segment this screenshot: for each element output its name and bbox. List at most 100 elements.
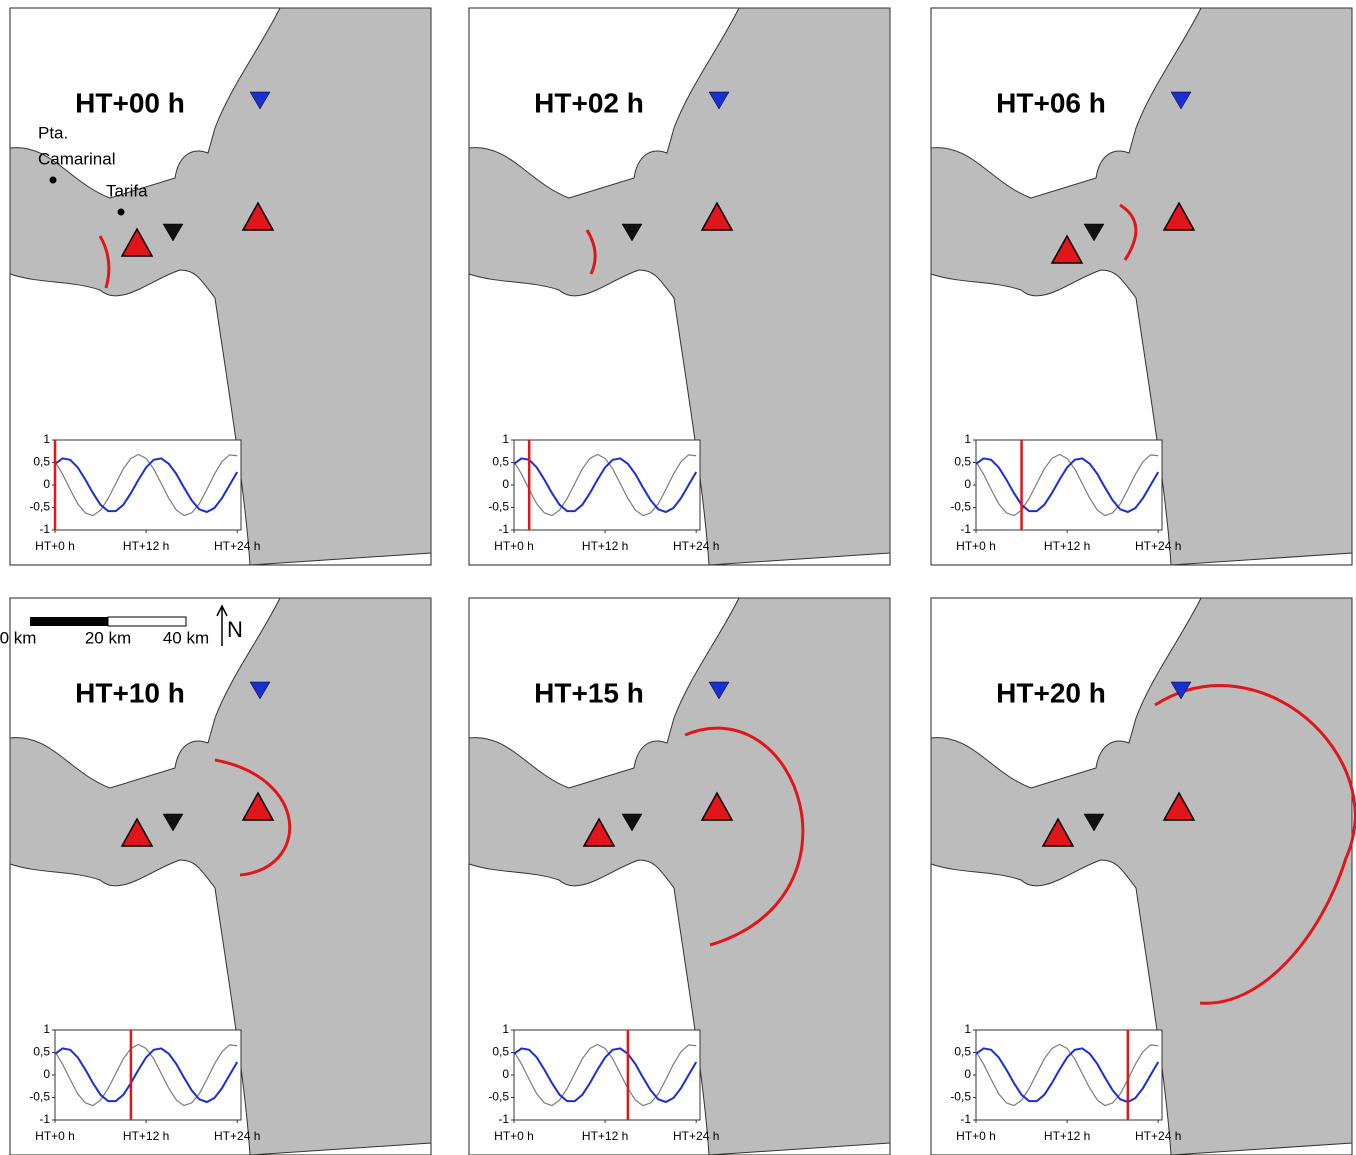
x-tick-label: HT+12 h: [1044, 1129, 1090, 1143]
panel-label: HT+20 h: [996, 677, 1106, 708]
x-tick-label: HT+12 h: [582, 1129, 628, 1143]
tide-line: [975, 457, 1160, 514]
sea-area: [468, 7, 891, 566]
y-tick-label: 0: [964, 1067, 971, 1081]
place-label: Tarifa: [106, 181, 148, 200]
y-tick-label: -1: [498, 1112, 509, 1126]
y-tick-label: 0,5: [492, 455, 509, 469]
x-tick-label: HT+0 h: [956, 539, 996, 553]
y-tick-label: 1: [964, 432, 971, 446]
y-tick-label: 0: [43, 1067, 50, 1081]
station-marker: [162, 223, 184, 242]
chart-frame: [975, 1029, 1163, 1121]
station-marker: [1170, 681, 1192, 700]
station-marker: [249, 681, 271, 700]
chart-frame: [513, 1029, 701, 1121]
station-marker: [1162, 201, 1196, 231]
map-panel: HT+10 h 1 0,5 0 -0,5 -1 HT+0 h HT+12 h HT+24 h 0 …: [0, 597, 432, 1155]
station-marker: [1083, 223, 1105, 242]
tide-line: [975, 453, 1159, 517]
y-tick-label: -0,5: [29, 1090, 50, 1104]
station-marker: [700, 791, 734, 821]
north-label: N: [227, 617, 243, 642]
x-tick-label: HT+12 h: [123, 539, 169, 553]
map-panel: HT+02 h 1 0,5 0 -0,5 -1 HT+0 h HT+12 h HT+24 h: [468, 7, 891, 566]
station-marker: [1050, 234, 1084, 264]
wave-front: [98, 235, 111, 289]
y-tick-label: 0,5: [954, 455, 971, 469]
station-marker: [241, 791, 275, 821]
station-marker: [1170, 91, 1192, 110]
y-tick-label: -0,5: [950, 1090, 971, 1104]
y-tick-label: 1: [502, 1022, 509, 1036]
panel-label: HT+10 h: [75, 677, 185, 708]
map-panel: HT+00 h 1 0,5 0 -0,5 -1 HT+0 h HT+12 h HT+24 h Pt…: [9, 7, 432, 566]
panel-label: HT+00 h: [75, 87, 185, 118]
x-tick-label: HT+24 h: [673, 539, 719, 553]
tide-line: [513, 1047, 698, 1104]
wave-front: [684, 726, 805, 947]
tide-chart: 1 0,5 0 -0,5 -1 HT+0 h HT+12 h HT+24 h: [950, 432, 1181, 553]
place-label: Camarinal: [38, 149, 115, 168]
station-marker: [621, 813, 643, 832]
x-tick-label: HT+12 h: [123, 1129, 169, 1143]
tide-chart: 1 0,5 0 -0,5 -1 HT+0 h HT+12 h HT+24 h: [29, 432, 260, 553]
y-tick-label: -0,5: [488, 1090, 509, 1104]
map-panel: HT+20 h 1 0,5 0 -0,5 -1 HT+0 h HT+12 h HT+24 h: [930, 597, 1356, 1155]
tide-line: [513, 1043, 697, 1107]
y-tick-label: 1: [964, 1022, 971, 1036]
tide-chart: 1 0,5 0 -0,5 -1 HT+0 h HT+12 h HT+24 h: [488, 1022, 719, 1143]
station-marker: [120, 817, 154, 847]
x-tick-label: HT+24 h: [1135, 539, 1181, 553]
panel-label: HT+02 h: [534, 87, 644, 118]
y-tick-label: -1: [39, 1112, 50, 1126]
tide-line: [54, 457, 239, 514]
x-tick-label: HT+24 h: [673, 1129, 719, 1143]
scale-bar: [107, 616, 187, 627]
tide-line: [54, 453, 238, 517]
y-tick-label: 0: [502, 477, 509, 491]
tide-line: [54, 1043, 238, 1107]
tide-chart: 1 0,5 0 -0,5 -1 HT+0 h HT+12 h HT+24 h: [950, 1022, 1181, 1143]
station-marker: [162, 813, 184, 832]
y-tick-label: 1: [43, 432, 50, 446]
x-tick-label: HT+24 h: [214, 539, 260, 553]
y-tick-label: -0,5: [29, 500, 50, 514]
station-marker: [120, 227, 154, 257]
station-marker: [621, 223, 643, 242]
station-marker: [582, 817, 616, 847]
x-tick-label: HT+24 h: [214, 1129, 260, 1143]
tide-chart: 1 0,5 0 -0,5 -1 HT+0 h HT+12 h HT+24 h: [29, 1022, 260, 1143]
x-tick-label: HT+12 h: [582, 539, 628, 553]
chart-frame: [54, 1029, 242, 1121]
station-marker: [1083, 813, 1105, 832]
y-tick-label: 0: [964, 477, 971, 491]
x-tick-label: HT+0 h: [35, 1129, 75, 1143]
station-marker: [1041, 817, 1075, 847]
y-tick-label: 0: [43, 477, 50, 491]
sea-area: [9, 7, 432, 566]
y-tick-label: 0,5: [492, 1045, 509, 1059]
wave-front: [214, 758, 292, 877]
x-tick-label: HT+0 h: [494, 1129, 534, 1143]
station-marker: [700, 201, 734, 231]
wave-front: [1154, 684, 1356, 1005]
place-label: Pta.: [38, 123, 68, 142]
sea-area: [468, 597, 891, 1155]
wave-front: [1119, 203, 1138, 261]
y-tick-label: -0,5: [950, 500, 971, 514]
place-dot: [49, 176, 57, 184]
chart-frame: [54, 439, 242, 531]
sea-area: [930, 7, 1353, 566]
station-marker: [249, 91, 271, 110]
y-tick-label: 0: [502, 1067, 509, 1081]
y-tick-label: 1: [502, 432, 509, 446]
scale-label: 20 km: [85, 628, 131, 647]
map-panel: HT+15 h 1 0,5 0 -0,5 -1 HT+0 h HT+12 h HT+24 h: [468, 597, 891, 1155]
y-tick-label: -1: [960, 1112, 971, 1126]
y-tick-label: 0,5: [954, 1045, 971, 1059]
x-tick-label: HT+0 h: [35, 539, 75, 553]
north-arrow: [216, 604, 228, 646]
y-tick-label: 0,5: [33, 455, 50, 469]
